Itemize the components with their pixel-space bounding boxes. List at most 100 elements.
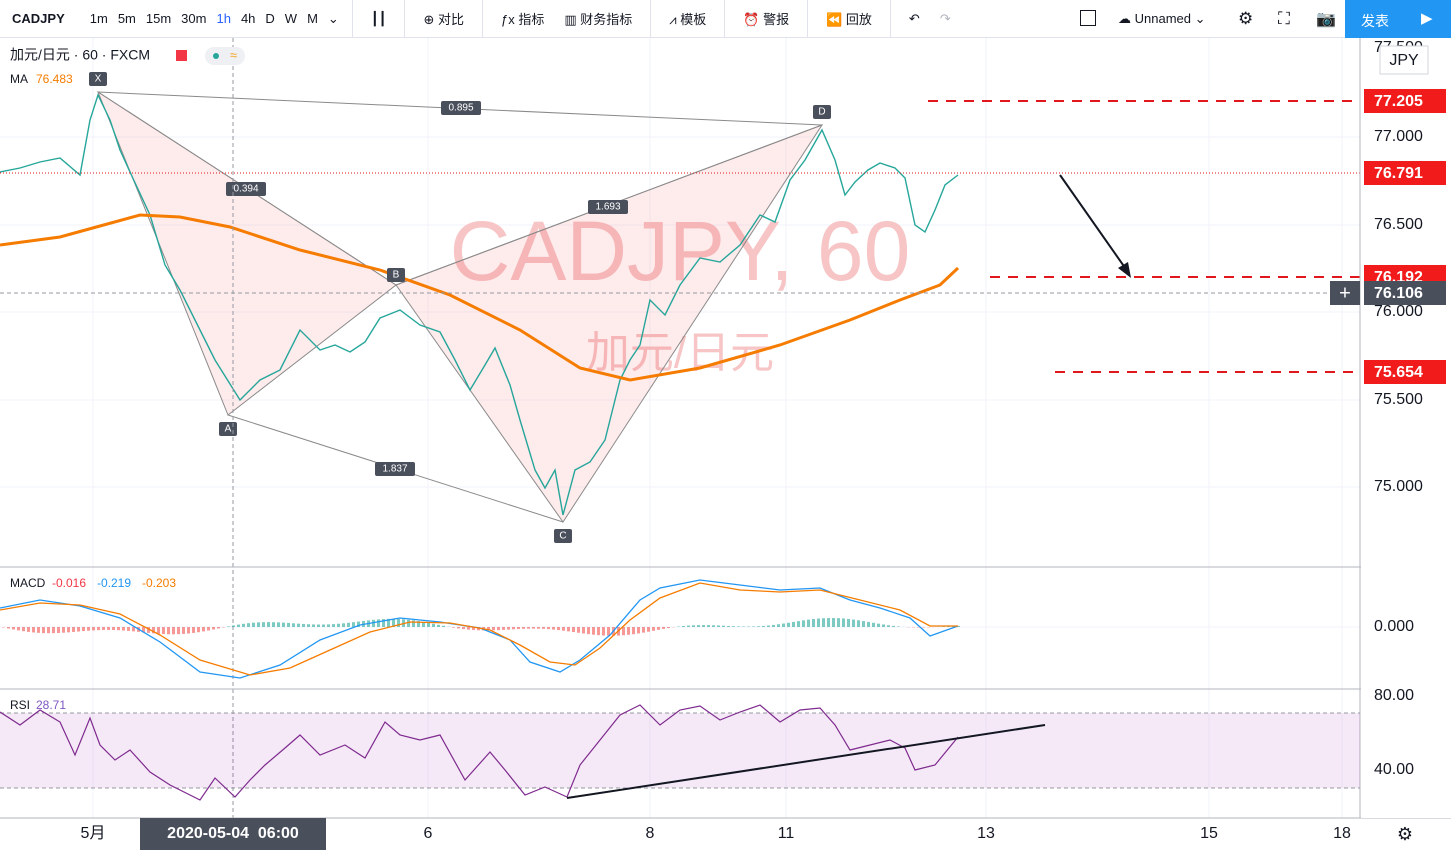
histogram-bar: [872, 622, 875, 627]
histogram-bar: [37, 627, 40, 633]
alert-button[interactable]: ⏰ 警报: [733, 9, 799, 28]
histogram-bar: [57, 627, 60, 633]
histogram-bar: [637, 627, 640, 634]
histogram-bar: [732, 626, 735, 627]
histogram-bar: [52, 627, 55, 634]
watermark-subtitle: 加元/日元: [586, 329, 774, 378]
histogram-bar: [407, 619, 410, 627]
histogram-bar: [702, 625, 705, 627]
chart-type[interactable]: ┃┃: [370, 10, 387, 26]
histogram-bar: [117, 627, 120, 631]
histogram-bar: [707, 625, 710, 627]
histogram-bar: [957, 626, 960, 627]
compare-button[interactable]: ⊕ 对比: [413, 9, 474, 28]
histogram-bar: [152, 627, 155, 634]
histogram-bar: [517, 627, 520, 630]
histogram-bar: [622, 627, 625, 636]
histogram-bar: [122, 627, 125, 631]
histogram-bar: [537, 627, 540, 629]
histogram-bar: [162, 627, 165, 635]
histogram-bar: [542, 627, 545, 629]
histogram-bar: [432, 623, 435, 627]
separator: [482, 0, 484, 38]
histogram-bar: [522, 627, 525, 629]
grid: [0, 38, 1360, 818]
indicator-button[interactable]: ƒx 指标: [491, 9, 554, 28]
histogram-bar: [632, 627, 635, 635]
pattern-triangle: [96, 90, 397, 416]
histogram-bar: [337, 623, 340, 627]
time-tick: 15: [1200, 825, 1218, 842]
histogram-bar: [602, 627, 605, 636]
fullscreen-box[interactable]: [1080, 10, 1096, 26]
interval[interactable]: D: [265, 11, 275, 26]
histogram-bar: [837, 618, 840, 627]
expand[interactable]: ⛶: [1278, 9, 1290, 28]
histogram-bar: [567, 627, 570, 632]
chart-area: CADJPY, 60 加元/日元 X A B C D 0.895 0.394 1…: [0, 38, 1451, 850]
histogram-bar: [847, 618, 850, 627]
dropdown[interactable]: ⌄: [327, 10, 339, 26]
currency-box[interactable]: [1379, 45, 1429, 75]
interval[interactable]: 1h: [216, 11, 231, 26]
interval[interactable]: 5m: [117, 11, 136, 26]
histogram-bar: [312, 624, 315, 627]
replay-button[interactable]: ⏪ 回放: [816, 9, 882, 28]
histogram-bar: [172, 627, 175, 635]
financials-button[interactable]: ▥ 财务指标: [554, 9, 642, 28]
ratio-box: [588, 200, 628, 214]
histogram-bar: [692, 625, 695, 627]
trend-line: [566, 724, 1046, 799]
layout-menu[interactable]: ☁ Unnamed ⌄: [1118, 11, 1206, 26]
histogram-bar: [897, 626, 900, 627]
histogram-bar: [332, 624, 335, 627]
histogram-bar: [667, 627, 670, 629]
histogram-bar: [752, 626, 755, 627]
histogram-bar: [812, 619, 815, 627]
interval[interactable]: M: [307, 11, 318, 26]
histogram-bar: [62, 627, 65, 633]
histogram-bar: [377, 619, 380, 627]
axis-settings[interactable]: ⚙: [1397, 824, 1413, 844]
histogram-bar: [532, 627, 535, 629]
histogram-bar: [202, 627, 205, 632]
time-tick: 13: [977, 825, 995, 842]
publish-button[interactable]: 发表 ▶: [1345, 0, 1451, 38]
histogram-bar: [652, 627, 655, 631]
histogram-bar: [132, 627, 135, 632]
ratio-box: [375, 462, 415, 476]
histogram-bar: [597, 627, 600, 636]
interval[interactable]: 15m: [145, 11, 172, 26]
histogram-bar: [167, 627, 170, 635]
histogram-bar: [467, 627, 470, 630]
settings[interactable]: ⚙: [1238, 9, 1254, 28]
status-pill: [205, 47, 245, 65]
histogram-bar: [577, 627, 580, 633]
template-button[interactable]: ⩘ 模板: [659, 9, 716, 28]
symbol[interactable]: CADJPY: [12, 11, 65, 26]
histogram-bar: [492, 627, 495, 631]
interval[interactable]: W: [284, 11, 298, 26]
redo[interactable]: ↷: [939, 10, 951, 26]
histogram-bar: [252, 622, 255, 627]
histogram-bar: [527, 627, 530, 629]
separator: [351, 0, 353, 38]
histogram-bar: [892, 625, 895, 627]
histogram-bar: [887, 625, 890, 627]
histogram-bar: [412, 620, 415, 627]
snapshot[interactable]: 📷: [1316, 11, 1336, 28]
level-label: 76.791: [1374, 165, 1423, 182]
price-tick: 75.500: [1374, 391, 1423, 408]
interval[interactable]: 30m: [181, 11, 207, 26]
histogram-bar: [807, 619, 810, 627]
histogram-bar: [587, 627, 590, 635]
time-tick: 8: [646, 825, 655, 842]
histogram-bar: [642, 627, 645, 633]
rsi-value: 28.71: [36, 698, 66, 712]
crosshair-plus-box[interactable]: [1330, 281, 1360, 305]
undo[interactable]: ↶: [908, 10, 920, 26]
arrow-head: [1118, 262, 1131, 278]
interval[interactable]: 4h: [240, 11, 256, 26]
histogram-bar: [562, 627, 565, 631]
interval[interactable]: 1m: [89, 11, 108, 26]
